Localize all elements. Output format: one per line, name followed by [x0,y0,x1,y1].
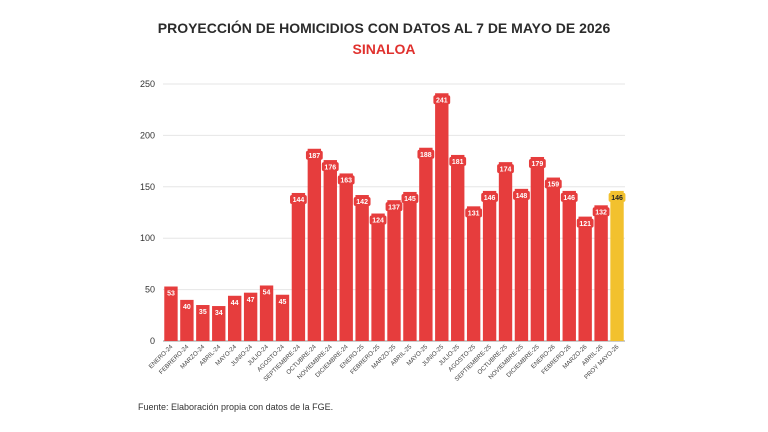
data-label: 159 [547,182,559,189]
data-label-box [369,215,387,225]
data-label-box [481,192,498,202]
data-label-box [465,208,483,218]
data-label-box [608,192,626,202]
data-label: 146 [563,195,575,202]
y-tick-label: 150 [140,182,155,192]
data-label-box [276,296,289,306]
data-label: 241 [436,97,448,104]
data-label: 142 [356,199,368,206]
bar [562,190,576,341]
bar [307,148,322,341]
data-label: 146 [611,195,623,202]
bar [578,216,592,341]
data-label: 131 [468,211,480,218]
bar [291,192,306,341]
bar [451,154,465,341]
data-label-box [212,308,225,318]
data-label-box [164,288,178,298]
data-label: 132 [595,210,607,217]
data-label-box [576,218,594,228]
data-label-box [305,150,323,160]
y-tick-label: 0 [150,336,155,346]
data-label-box [321,162,339,172]
data-label: 163 [340,178,352,185]
y-tick-label: 250 [140,79,155,89]
bar [546,177,561,341]
data-label: 181 [452,159,464,166]
bar [164,286,178,341]
bar [339,173,353,341]
bar [514,188,529,341]
bar [419,147,433,341]
data-label: 35 [199,309,207,316]
bar [530,156,545,341]
data-label: 188 [420,152,432,159]
data-label-box [290,194,307,204]
data-label-box [180,301,193,311]
data-label: 54 [263,290,271,297]
data-label: 146 [484,195,496,202]
data-label-box [196,307,209,317]
data-label: 40 [183,304,191,311]
data-label: 145 [404,196,416,203]
data-label-box [449,156,467,166]
data-label-box [337,175,355,185]
data-label-box [228,297,241,307]
bar [435,93,449,341]
chart-subtitle: SINALOA [352,41,416,57]
data-label: 174 [500,166,512,173]
data-label-box [260,287,273,297]
bar [275,294,290,341]
bar [243,292,258,341]
y-tick-label: 200 [140,130,155,140]
data-label-box [433,95,451,105]
bar [482,190,497,341]
bar [498,162,513,341]
bar [371,213,385,341]
bar [259,285,274,341]
data-label: 148 [516,193,528,200]
bar [387,200,401,341]
data-label-box [497,164,514,174]
data-label-box [560,192,578,202]
data-label: 34 [215,310,223,317]
bar [466,206,481,341]
data-label-box [353,197,371,207]
data-label: 53 [167,291,175,298]
bar [323,160,337,341]
data-label-box [401,193,419,203]
bar [355,195,369,341]
data-label-box [385,202,403,212]
data-label-box [244,294,257,304]
bar [594,205,608,341]
bar-projection [610,190,624,341]
bar [227,295,242,341]
data-label: 124 [372,218,384,225]
data-label: 144 [293,197,305,204]
data-label: 137 [388,204,400,211]
data-label: 44 [231,300,239,307]
source-note: Fuente: Elaboración propia con datos de … [138,402,334,412]
chart-title: PROYECCIÓN DE HOMICIDIOS CON DATOS AL 7 … [157,20,611,36]
data-label-box [417,149,435,159]
data-label-box [592,207,610,217]
y-tick-label: 100 [140,233,155,243]
data-label: 176 [324,164,336,171]
y-tick-label: 50 [145,285,155,295]
data-label-box [513,190,530,200]
data-label: 45 [279,299,287,306]
data-label-box [528,158,546,168]
data-label: 121 [579,221,591,228]
data-label: 47 [247,297,255,304]
bar [403,191,417,341]
data-label: 179 [532,161,544,168]
data-label-box [544,179,562,189]
data-label: 187 [309,153,321,160]
